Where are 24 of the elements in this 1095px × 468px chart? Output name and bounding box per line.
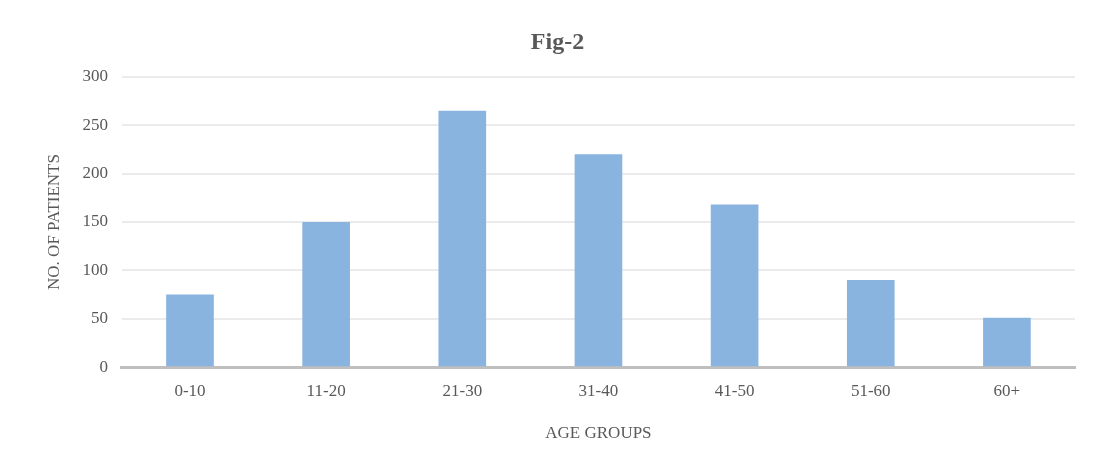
bar <box>438 110 487 367</box>
bar <box>166 294 214 367</box>
y-tick-label: 50 <box>90 308 108 328</box>
x-tick-label: 11-20 <box>306 380 346 400</box>
y-tick-label: 100 <box>82 259 108 279</box>
x-axis-title: AGE GROUPS <box>545 423 652 443</box>
y-tick-label: 150 <box>82 211 108 231</box>
x-tick-label: 60+ <box>993 380 1021 400</box>
chart-title: Fig-2 <box>530 27 585 54</box>
x-tick-label: 41-50 <box>714 380 755 400</box>
bar <box>302 222 350 367</box>
x-tick-label: 51-60 <box>850 380 891 400</box>
y-tick-label: 300 <box>82 66 108 86</box>
bar <box>846 280 895 367</box>
y-axis-title: NO. OF PATIENTS <box>43 154 63 290</box>
x-tick-label: 31-40 <box>578 380 619 400</box>
y-tick-label: 200 <box>82 163 108 183</box>
x-tick-label: 21-30 <box>442 380 483 400</box>
bar <box>710 204 759 367</box>
y-tick-label: 0 <box>99 356 108 376</box>
bar <box>574 154 623 367</box>
x-tick-label: 0-10 <box>174 380 206 400</box>
bar <box>983 317 1031 367</box>
y-tick-label: 250 <box>82 114 108 134</box>
